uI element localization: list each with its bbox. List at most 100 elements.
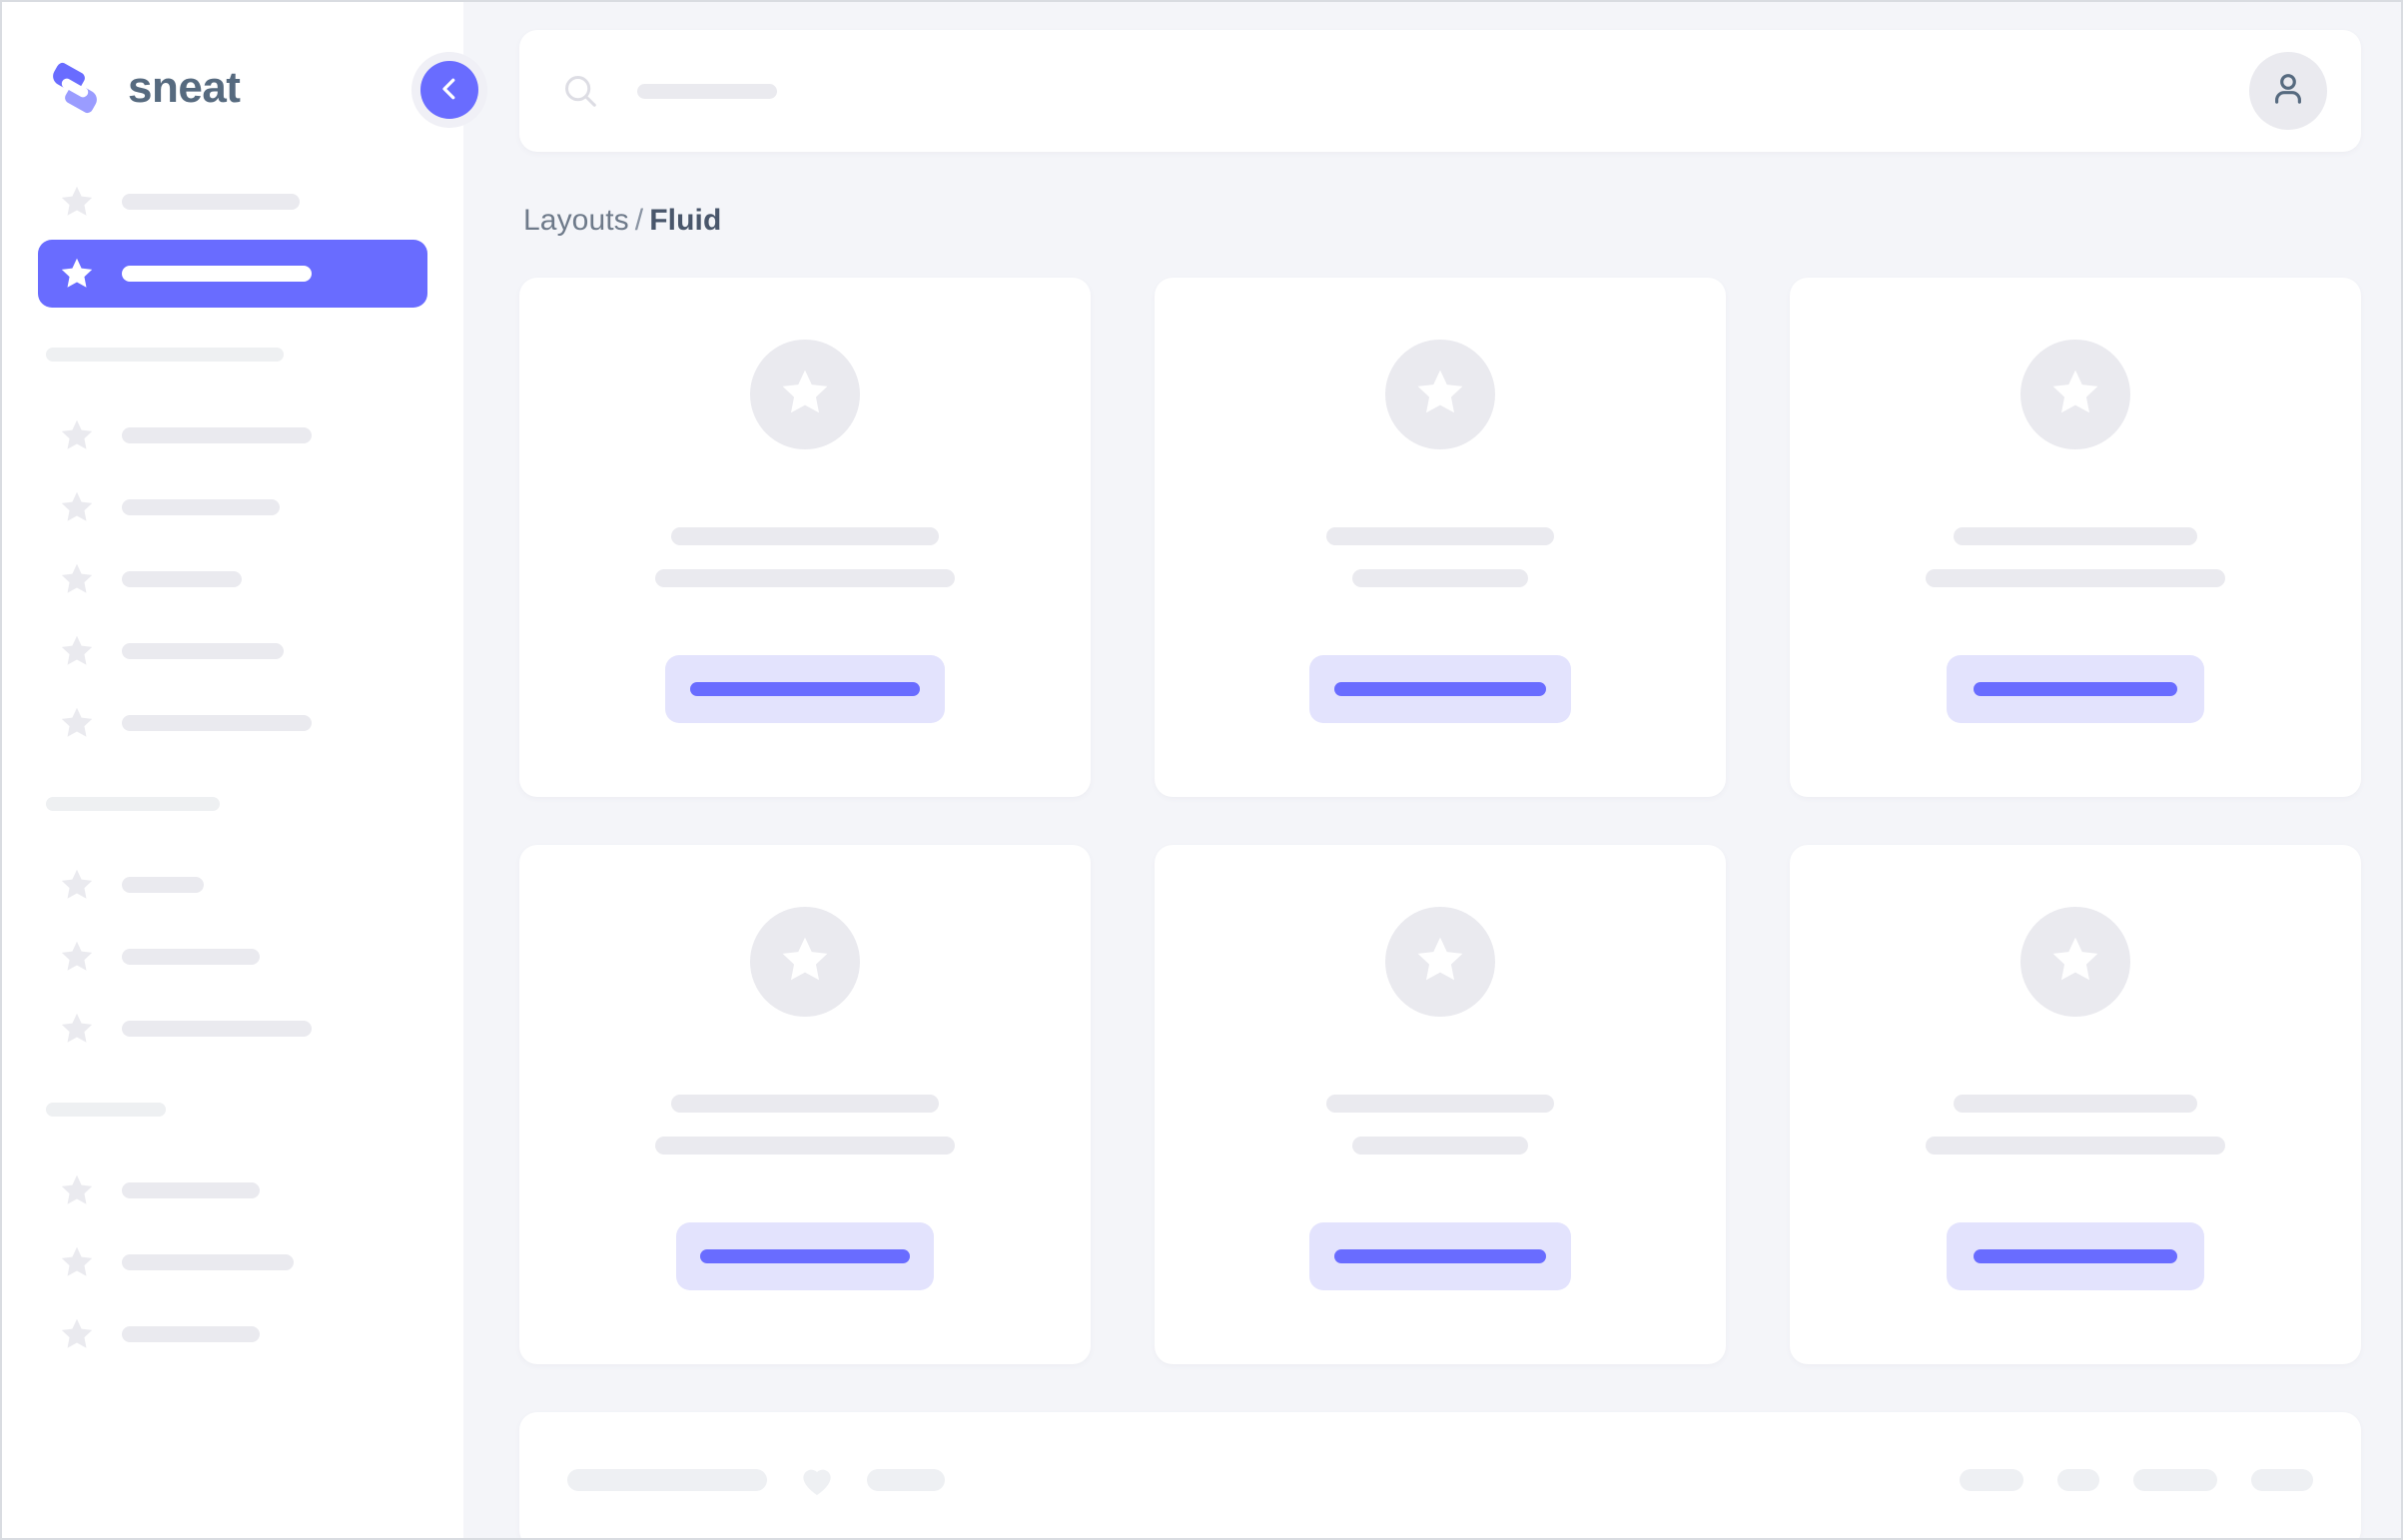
- sidebar-menu: [2, 126, 463, 1368]
- content-card: [519, 845, 1091, 1364]
- sidebar-item-active[interactable]: [38, 240, 427, 308]
- sidebar-item-label: [122, 643, 284, 659]
- star-icon: [2047, 932, 2103, 993]
- breadcrumb-parent[interactable]: Layouts: [523, 204, 629, 237]
- sidebar-item-label: [122, 1182, 260, 1198]
- star-icon: [58, 416, 96, 454]
- sidebar-item[interactable]: [38, 995, 427, 1063]
- footer-link-placeholder[interactable]: [1960, 1469, 2023, 1491]
- card-title-placeholder: [671, 1095, 939, 1113]
- sidebar-divider: [46, 797, 220, 811]
- footer-link-placeholder[interactable]: [567, 1469, 767, 1491]
- card-title-placeholder: [1954, 1095, 2197, 1113]
- content-card: [1155, 845, 1726, 1364]
- search-icon: [561, 72, 599, 110]
- sidebar-item[interactable]: [38, 1228, 427, 1296]
- star-icon: [58, 1171, 96, 1209]
- top-navbar: [519, 30, 2361, 152]
- card-avatar: [2020, 340, 2130, 449]
- sidebar-item[interactable]: [38, 617, 427, 685]
- sneat-logo-icon: [44, 57, 106, 119]
- card-action-button[interactable]: [1947, 1222, 2204, 1290]
- card-subtitle-placeholder: [1926, 569, 2225, 587]
- card-action-button-label: [700, 1249, 910, 1263]
- star-icon: [58, 255, 96, 293]
- card-action-button[interactable]: [676, 1222, 934, 1290]
- sidebar-item[interactable]: [38, 689, 427, 757]
- star-icon: [58, 183, 96, 221]
- card-subtitle-placeholder: [1352, 569, 1528, 587]
- brand[interactable]: sneat: [2, 2, 463, 126]
- star-icon: [777, 932, 833, 993]
- sidebar: sneat: [2, 2, 487, 1538]
- card-action-button-label: [1334, 682, 1546, 696]
- star-icon: [2047, 365, 2103, 425]
- content-card: [1790, 278, 2361, 797]
- sidebar-item-label: [122, 1254, 294, 1270]
- sidebar-item-label: [122, 877, 204, 893]
- star-icon: [58, 1315, 96, 1353]
- sidebar-collapse-wrap: [411, 52, 487, 128]
- star-icon: [58, 704, 96, 742]
- sidebar-item-label: [122, 499, 280, 515]
- sidebar-divider: [46, 348, 284, 362]
- footer: [519, 1412, 2361, 1538]
- sidebar-item-label: [122, 427, 312, 443]
- card-avatar: [750, 907, 860, 1017]
- sidebar-item[interactable]: [38, 923, 427, 991]
- star-icon: [1412, 365, 1468, 425]
- star-icon: [1412, 932, 1468, 993]
- card-grid: [519, 278, 2361, 1364]
- heart-icon: [797, 1460, 837, 1500]
- breadcrumb: Layouts / Fluid: [523, 204, 2361, 238]
- star-icon: [58, 866, 96, 904]
- avatar[interactable]: [2249, 52, 2327, 130]
- card-title-placeholder: [1954, 527, 2197, 545]
- star-icon: [58, 488, 96, 526]
- sidebar-item-label: [122, 194, 300, 210]
- sidebar-item[interactable]: [38, 1300, 427, 1368]
- card-avatar: [1385, 340, 1495, 449]
- card-action-button[interactable]: [665, 655, 945, 723]
- footer-left-group: [567, 1460, 945, 1500]
- brand-name: sneat: [128, 63, 241, 112]
- main-content: Layouts / Fluid: [463, 2, 2401, 1538]
- search-placeholder-bar: [637, 83, 777, 99]
- footer-link-placeholder[interactable]: [867, 1469, 945, 1491]
- sidebar-item-label: [122, 1021, 312, 1037]
- sidebar-collapse-button[interactable]: [420, 61, 478, 119]
- sidebar-item[interactable]: [38, 851, 427, 919]
- sidebar-item[interactable]: [38, 1156, 427, 1224]
- footer-right-group: [1960, 1469, 2313, 1491]
- footer-link-placeholder[interactable]: [2133, 1469, 2217, 1491]
- star-icon: [58, 1010, 96, 1048]
- card-subtitle-placeholder: [655, 1137, 955, 1155]
- footer-link-placeholder[interactable]: [2057, 1469, 2099, 1491]
- content-card: [519, 278, 1091, 797]
- star-icon: [777, 365, 833, 425]
- card-subtitle-placeholder: [655, 569, 955, 587]
- breadcrumb-separator: /: [634, 204, 644, 237]
- star-icon: [58, 560, 96, 598]
- card-action-button-label: [1974, 682, 2177, 696]
- sidebar-item[interactable]: [38, 401, 427, 469]
- breadcrumb-current: Fluid: [649, 204, 722, 237]
- search-input[interactable]: [561, 72, 2249, 110]
- sidebar-item-label: [122, 1326, 260, 1342]
- star-icon: [58, 1243, 96, 1281]
- card-subtitle-placeholder: [1352, 1137, 1528, 1155]
- sidebar-item[interactable]: [38, 473, 427, 541]
- chevron-left-icon: [434, 74, 464, 107]
- card-title-placeholder: [671, 527, 939, 545]
- card-action-button-label: [1974, 1249, 2177, 1263]
- card-action-button[interactable]: [1947, 655, 2204, 723]
- sidebar-item[interactable]: [38, 545, 427, 613]
- footer-link-placeholder[interactable]: [2251, 1469, 2313, 1491]
- content-card: [1790, 845, 2361, 1364]
- sidebar-item[interactable]: [38, 168, 427, 236]
- card-avatar: [750, 340, 860, 449]
- card-action-button[interactable]: [1309, 1222, 1571, 1290]
- card-action-button[interactable]: [1309, 655, 1571, 723]
- sidebar-item-label: [122, 266, 312, 282]
